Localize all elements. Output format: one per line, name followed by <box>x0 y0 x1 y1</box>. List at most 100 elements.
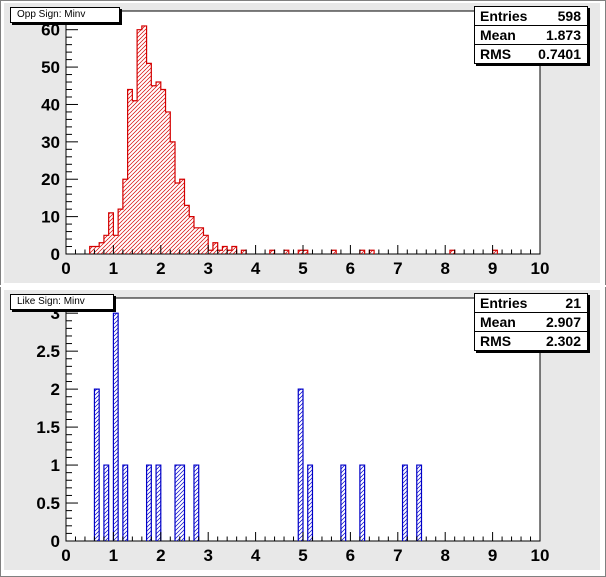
histogram-title: Opp Sign: Minv <box>10 7 120 23</box>
x-tick-label: 1 <box>109 259 118 278</box>
x-tick-label: 7 <box>393 259 402 278</box>
histogram-bin <box>122 465 128 541</box>
histogram-bin <box>113 313 119 541</box>
histogram-bin <box>198 227 204 254</box>
y-tick-label: 50 <box>41 58 60 77</box>
histogram-title: Like Sign: Minv <box>10 294 114 310</box>
x-tick-label: 4 <box>251 546 261 565</box>
histogram-bin <box>269 250 275 254</box>
histogram-bin <box>179 465 185 541</box>
x-tick-label: 1 <box>109 546 118 565</box>
histogram-bin <box>170 141 176 254</box>
y-tick-label: 2.5 <box>36 342 60 361</box>
histogram-bin <box>94 389 100 541</box>
x-tick-label: 8 <box>440 546 449 565</box>
stats-box: Entries 598 Mean 1.873 RMS 0.7401 <box>474 6 588 64</box>
histogram-bin <box>132 100 138 254</box>
histogram-bin <box>307 465 313 541</box>
histogram-bin <box>103 235 109 254</box>
histogram-bin <box>416 465 422 541</box>
histogram-bin <box>156 465 161 541</box>
histogram-bin <box>175 465 180 541</box>
x-tick-label: 4 <box>251 259 261 278</box>
histogram-opp-sign: 0 1 2 3 4 5 6 7 8 9 10 0 10 20 30 40 50 60 <box>41 10 549 278</box>
pad-separator <box>0 285 606 287</box>
histogram-bin <box>127 89 133 254</box>
histogram-bin <box>203 235 209 254</box>
histogram-outline <box>93 312 423 541</box>
stats-row-entries: Entries 21 <box>475 294 587 312</box>
histogram-bin <box>141 25 147 255</box>
stats-value: 21 <box>565 295 581 311</box>
histogram-bin <box>137 29 142 255</box>
stats-box: Entries 21 Mean 2.907 RMS 2.302 <box>474 293 588 351</box>
stats-value: 598 <box>557 8 581 24</box>
stats-value: 2.302 <box>545 333 581 349</box>
histogram-bin <box>208 250 213 254</box>
x-tick-label: 3 <box>203 259 212 278</box>
histogram-like-sign: 0 1 2 3 4 5 6 7 8 9 10 0 0.5 1 1.5 2 2.5 3 <box>36 297 550 565</box>
histogram-bin <box>179 179 185 254</box>
x-tick-label: 2 <box>156 259 165 278</box>
histogram-bin <box>227 250 232 254</box>
histogram-bin <box>359 465 365 541</box>
stats-row-rms: RMS 2.302 <box>475 331 587 350</box>
histogram-bin <box>184 205 190 254</box>
histogram-bin <box>298 250 303 254</box>
x-tick-label: 10 <box>531 546 550 565</box>
histogram-bin <box>217 250 223 254</box>
histogram-bin <box>160 89 166 254</box>
histogram-bin <box>284 250 289 254</box>
stats-label: RMS <box>480 333 512 349</box>
x-tick-label: 3 <box>203 546 212 565</box>
x-tick-label: 6 <box>346 259 355 278</box>
histogram-bin <box>303 250 308 254</box>
histogram-bin <box>231 246 237 254</box>
histogram-bin <box>222 246 228 254</box>
stats-value: 1.873 <box>545 27 581 43</box>
histogram-bin <box>241 250 247 254</box>
stats-row-entries: Entries 598 <box>475 7 587 25</box>
histogram-bin <box>103 465 109 541</box>
pad-opp-sign: 0 1 2 3 4 5 6 7 8 9 10 0 10 20 30 40 50 60 Opp Sign: Minv… <box>4 3 600 283</box>
histogram-bin <box>298 389 303 541</box>
x-tick-label: 2 <box>156 546 165 565</box>
histogram-bin <box>89 246 95 254</box>
x-tick-label: 9 <box>488 546 497 565</box>
y-tick-label: 10 <box>41 208 60 227</box>
x-tick-label: 0 <box>61 259 70 278</box>
stats-row-mean: Mean 2.907 <box>475 312 587 331</box>
stats-row-mean: Mean 1.873 <box>475 25 587 44</box>
histogram-bin <box>118 209 123 254</box>
stats-label: RMS <box>480 46 512 62</box>
x-tick-label: 5 <box>298 259 307 278</box>
histogram-bin <box>156 82 161 255</box>
histogram-bin <box>165 111 171 254</box>
stats-label: Entries <box>480 8 528 24</box>
stats-label: Mean <box>480 314 516 330</box>
histogram-bin <box>94 246 100 254</box>
y-tick-label: 1 <box>51 456 60 475</box>
histogram-bin <box>146 465 152 541</box>
histogram-bin <box>189 216 194 254</box>
y-tick-label: 40 <box>41 95 60 114</box>
x-tick-label: 9 <box>488 259 497 278</box>
histogram-bin <box>449 250 455 254</box>
y-tick-label: 0 <box>51 532 60 551</box>
y-tick-label: 1.5 <box>36 418 60 437</box>
histogram-bin <box>193 227 199 254</box>
x-tick-label: 6 <box>346 546 355 565</box>
histogram-bin <box>151 85 157 255</box>
histogram-bin <box>113 235 119 254</box>
histogram-bin <box>492 250 498 254</box>
y-tick-label: 2 <box>51 380 60 399</box>
histogram-bin <box>212 242 218 254</box>
y-tick-label: 0.5 <box>36 494 60 513</box>
x-tick-label: 8 <box>440 259 449 278</box>
stats-value: 0.7401 <box>538 46 581 62</box>
histogram-bin <box>402 465 408 541</box>
histogram-bin <box>122 179 128 254</box>
histogram-bin <box>193 465 199 541</box>
histogram-bin <box>108 212 114 254</box>
stats-label: Mean <box>480 27 516 43</box>
